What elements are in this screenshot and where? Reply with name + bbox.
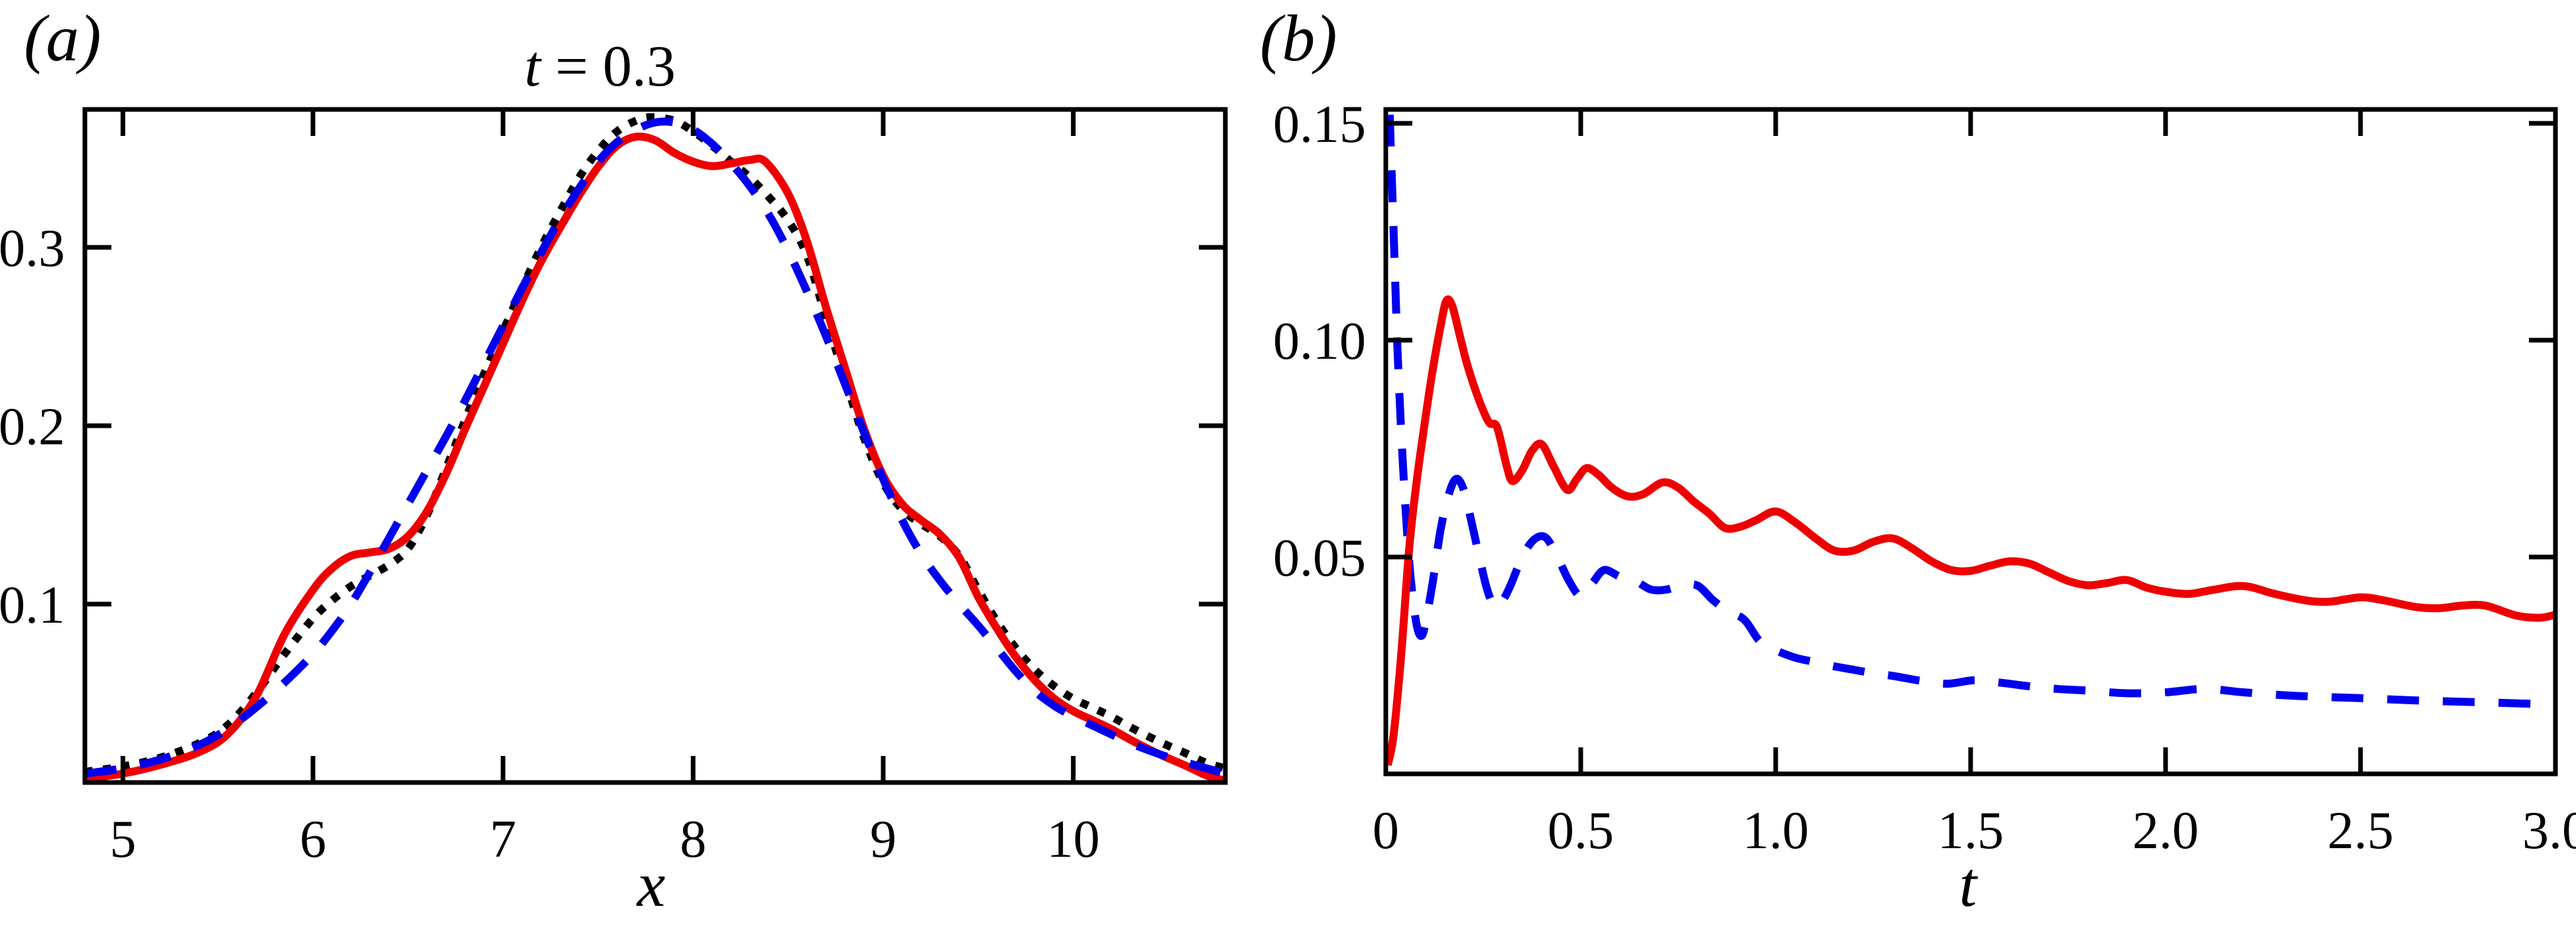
panel-a-x-tick-label: 6 bbox=[300, 810, 326, 869]
panel-a-x-tick-label: 8 bbox=[680, 810, 706, 869]
panel-a-x-tick-label: 7 bbox=[490, 810, 517, 869]
panel-a-title: t = 0.3 bbox=[524, 33, 676, 100]
panel-a-series-red-solid bbox=[85, 132, 1225, 782]
panel-a-y-tick-label: 0.3 bbox=[0, 219, 65, 278]
panel-a-series-blue-dashed bbox=[85, 117, 1225, 778]
panel-a-x-tick-label: 5 bbox=[109, 810, 136, 869]
panel-a-y-tick-label: 0.2 bbox=[0, 398, 65, 456]
panel-b-plot: 0 0.5 1.0 1.5 2.0 2.5 3.0 0.05 0.10 0.15 bbox=[1273, 95, 2576, 860]
panel-b-x-tick-label: 1.0 bbox=[1743, 802, 1809, 860]
title-variable: t bbox=[524, 34, 541, 99]
panel-b-x-tick-label: 3.0 bbox=[2522, 802, 2576, 860]
panel-a-xlabel: x bbox=[637, 849, 666, 920]
panel-b-x-tick-label: 2.0 bbox=[2132, 802, 2199, 860]
panel-b-y-tick-label: 0.15 bbox=[1273, 95, 1366, 154]
panel-a-plot: 5 6 7 8 9 10 0.1 0.2 0.3 bbox=[0, 107, 1228, 869]
panel-b-x-tick-label: 0 bbox=[1373, 802, 1399, 860]
panel-a-axes-box bbox=[82, 107, 1228, 785]
panel-b-letter: (b) bbox=[1260, 1, 1337, 75]
panel-a-series-black-dotted bbox=[85, 113, 1225, 776]
panel-b-x-tick-label: 0.5 bbox=[1548, 802, 1614, 860]
panel-b-xlabel: t bbox=[1959, 849, 1977, 920]
panel-a-x-tick-label: 10 bbox=[1047, 810, 1100, 869]
panel-b-y-tick-label: 0.10 bbox=[1273, 312, 1366, 371]
panel-b-axes-box bbox=[1383, 107, 2558, 777]
panel-b-x-tick-label: 2.5 bbox=[2327, 802, 2394, 860]
panel-b-series-blue-dashed bbox=[1386, 114, 2555, 709]
panel-a-x-tick-label: 9 bbox=[870, 810, 896, 869]
panel-b-y-tick-label: 0.05 bbox=[1273, 529, 1366, 588]
panel-a-y-tick-label: 0.1 bbox=[0, 576, 65, 635]
panel-a-curves bbox=[85, 113, 1225, 782]
panel-b-series-red-solid bbox=[1386, 295, 2555, 767]
title-value: = 0.3 bbox=[540, 34, 676, 99]
panel-b-curves bbox=[1386, 114, 2555, 767]
panel-a-letter: (a) bbox=[24, 1, 101, 75]
panel-b-x-tick-label: 1.5 bbox=[1937, 802, 2004, 860]
